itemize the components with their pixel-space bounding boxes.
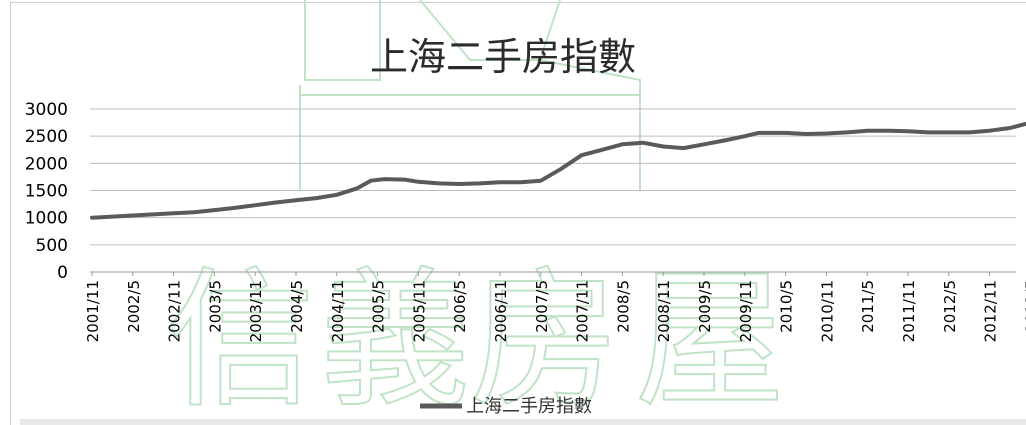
x-tick-label: 2008/5 [614,280,632,333]
series-line-1 [90,121,1026,220]
y-tick-label: 1000 [25,209,68,229]
grid-lines [90,108,1016,273]
x-tick-label: 2007/5 [533,280,551,333]
watermark-char-1: 信 [165,254,315,425]
x-axis: 2001/11 2002/5 2002/11 2003/5 2003/11 2004/5 2… [84,272,1026,342]
x-tick-label: 2010/5 [778,280,796,333]
x-tick-label: 2006/5 [451,280,469,333]
x-tick-label: 2003/5 [206,280,224,333]
chart-scrollbar-band [20,419,1026,425]
x-tick-label: 2007/11 [574,280,592,342]
series-lines [90,121,1026,220]
x-tick-label: 2011/11 [900,280,918,342]
x-tick-label: 2001/11 [84,280,102,342]
watermark-logo: 信義房屋 [164,0,786,425]
x-tick-label: 2013/5 [1022,280,1026,333]
x-tick-label: 2009/5 [696,280,714,333]
x-tick-label: 2010/11 [818,280,836,342]
y-axis: 0 500 1000 1500 2000 2500 3000 [25,100,68,283]
x-tick-label: 2005/11 [410,280,428,342]
y-tick-label: 2000 [25,154,68,174]
legend: 上海二手房指數 [420,396,592,417]
watermark-char-4: 屋 [635,254,785,425]
x-tick-label: 2009/11 [737,280,755,342]
y-tick-label: 1500 [25,182,68,202]
x-tick-label: 2004/5 [288,280,306,333]
chart-frame [10,2,1026,425]
y-tick-label: 2500 [25,127,68,147]
x-tick-label: 2008/11 [655,280,673,342]
x-tick-label: 2002/5 [125,280,143,333]
x-tick-label: 2006/11 [492,280,510,342]
y-tick-label: 500 [36,236,68,256]
y-tick-label: 0 [57,263,68,283]
x-tick-label: 2011/5 [859,280,877,333]
chart-title: 上海二手房指數 [370,35,636,79]
x-tick-label: 2003/11 [247,280,265,342]
watermark-char-3: 房 [470,254,620,425]
x-tick-label: 2012/11 [982,280,1000,342]
x-tick-label: 2005/5 [370,280,388,333]
x-tick-label: 2002/11 [166,280,184,342]
x-tick-label: 2004/11 [329,280,347,342]
watermark-char-2: 義 [320,254,470,425]
y-tick-label: 3000 [25,100,68,120]
legend-label: 上海二手房指數 [466,396,592,417]
x-tick-label: 2012/5 [941,280,959,333]
